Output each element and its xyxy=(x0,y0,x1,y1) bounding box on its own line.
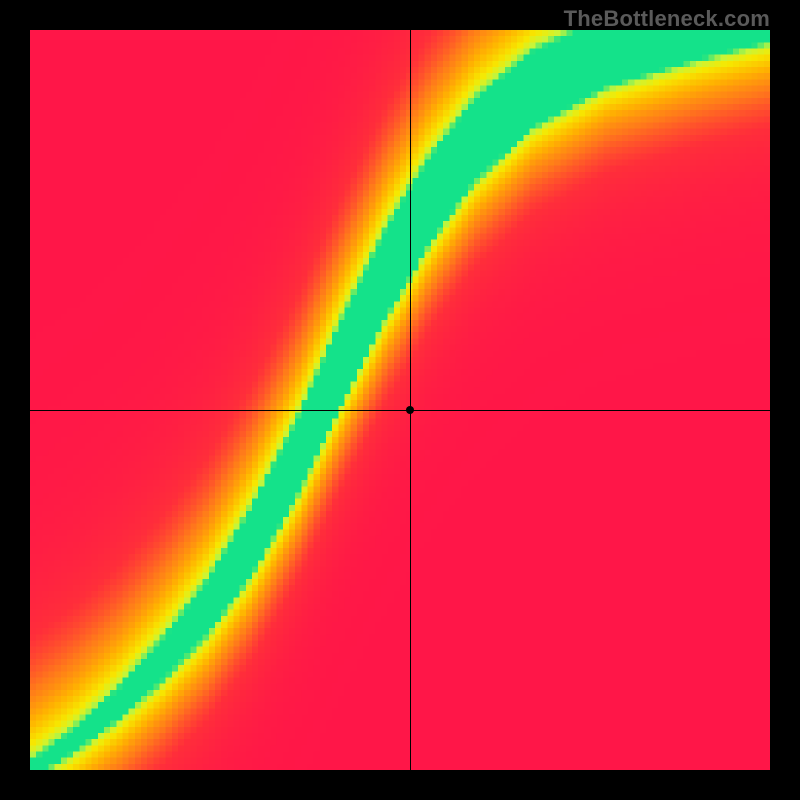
chart-container: TheBottleneck.com xyxy=(0,0,800,800)
crosshair-vertical xyxy=(410,30,411,770)
heatmap-canvas xyxy=(30,30,770,770)
target-marker xyxy=(406,406,414,414)
crosshair-horizontal xyxy=(30,410,770,411)
watermark-label: TheBottleneck.com xyxy=(564,6,770,32)
